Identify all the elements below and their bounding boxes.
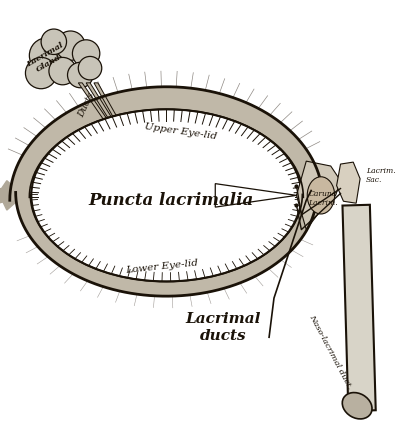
Polygon shape: [0, 187, 31, 210]
Text: Puncta lacrimalia: Puncta lacrimalia: [89, 192, 254, 209]
Circle shape: [41, 29, 66, 54]
Polygon shape: [296, 161, 340, 230]
Text: Lower Eye-lid: Lower Eye-lid: [125, 258, 198, 275]
Text: Lacrimal
Gland: Lacrimal Gland: [25, 42, 69, 77]
Polygon shape: [10, 87, 323, 200]
Circle shape: [68, 62, 93, 88]
Circle shape: [56, 31, 85, 60]
Circle shape: [49, 57, 76, 85]
Text: Naso-lacrimal duct.: Naso-lacrimal duct.: [308, 313, 354, 391]
Ellipse shape: [307, 177, 335, 214]
Text: Lacrimal
ducts: Lacrimal ducts: [186, 312, 261, 343]
Ellipse shape: [342, 393, 372, 419]
Polygon shape: [0, 181, 31, 205]
Polygon shape: [86, 83, 119, 130]
Polygon shape: [336, 162, 360, 203]
Text: Upper Eye-lid: Upper Eye-lid: [144, 122, 218, 141]
Polygon shape: [342, 205, 376, 411]
Text: Lacrim.
Sac.: Lacrim. Sac.: [366, 167, 396, 184]
Polygon shape: [16, 193, 317, 296]
Circle shape: [72, 40, 100, 67]
Circle shape: [26, 57, 57, 89]
Circle shape: [29, 38, 64, 73]
Circle shape: [78, 57, 102, 80]
Ellipse shape: [31, 109, 301, 281]
Polygon shape: [94, 83, 124, 130]
Polygon shape: [78, 83, 114, 130]
Text: Ducts: Ducts: [76, 91, 96, 119]
Text: Carunc
Lacrim.: Carunc Lacrim.: [308, 190, 338, 207]
